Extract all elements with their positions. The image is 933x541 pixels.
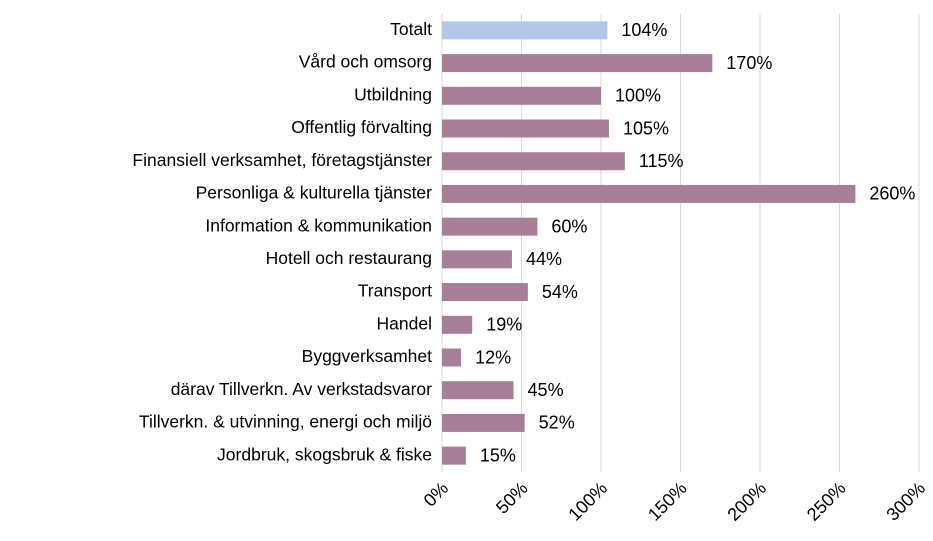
value-label: 15% bbox=[480, 445, 516, 465]
value-label: 19% bbox=[486, 315, 522, 335]
y-tick-label: Offentlig förvalting bbox=[291, 117, 432, 137]
y-tick-label: Personliga & kulturella tjänster bbox=[196, 183, 433, 203]
bar bbox=[442, 184, 856, 203]
y-tick-label: Utbildning bbox=[354, 84, 432, 104]
bar bbox=[442, 152, 625, 171]
y-tick-label: Byggverksamhet bbox=[302, 346, 432, 366]
x-tick-label: 250% bbox=[803, 478, 850, 525]
bar bbox=[442, 315, 473, 334]
x-tick-label: 150% bbox=[644, 478, 691, 525]
y-tick-label: därav Tillverkn. Av verkstadsvaror bbox=[171, 379, 432, 399]
bar bbox=[442, 283, 528, 302]
y-tick-label: Tillverkn. & utvinning, energi och miljö bbox=[139, 412, 432, 432]
value-label: 60% bbox=[551, 216, 587, 236]
y-tick-label: Totalt bbox=[390, 19, 432, 39]
bar bbox=[442, 446, 466, 465]
y-tick-label: Hotell och restaurang bbox=[266, 248, 432, 268]
bar bbox=[442, 217, 538, 236]
value-label: 52% bbox=[539, 413, 575, 433]
x-tick-label: 100% bbox=[564, 478, 611, 525]
value-label: 54% bbox=[542, 282, 578, 302]
value-label: 12% bbox=[475, 347, 511, 367]
x-tick-label: 300% bbox=[882, 478, 929, 525]
value-label: 100% bbox=[615, 86, 661, 106]
y-tick-label: Vård och omsorg bbox=[299, 52, 432, 72]
y-tick-label: Information & kommunikation bbox=[205, 215, 432, 235]
y-tick-label: Jordbruk, skogsbruk & fiske bbox=[217, 444, 432, 464]
value-label: 260% bbox=[869, 184, 915, 204]
value-label: 104% bbox=[621, 20, 667, 40]
value-label: 44% bbox=[526, 249, 562, 269]
bar bbox=[442, 413, 525, 432]
bar bbox=[442, 21, 608, 40]
y-tick-label: Handel bbox=[377, 313, 432, 333]
bar bbox=[442, 381, 514, 400]
value-label: 105% bbox=[623, 118, 669, 138]
bar bbox=[442, 348, 462, 367]
x-tick-label: 0% bbox=[420, 478, 453, 511]
value-label: 45% bbox=[528, 380, 564, 400]
y-tick-label: Transport bbox=[358, 281, 432, 301]
bar bbox=[442, 119, 609, 138]
bar bbox=[442, 250, 512, 269]
bar bbox=[442, 86, 601, 105]
bar bbox=[442, 54, 713, 73]
y-tick-label: Finansiell verksamhet, företagstjänster bbox=[132, 150, 432, 170]
value-label: 170% bbox=[726, 53, 772, 73]
x-tick-label: 50% bbox=[492, 478, 532, 518]
x-tick-label: 200% bbox=[723, 478, 770, 525]
value-label: 115% bbox=[639, 151, 684, 171]
